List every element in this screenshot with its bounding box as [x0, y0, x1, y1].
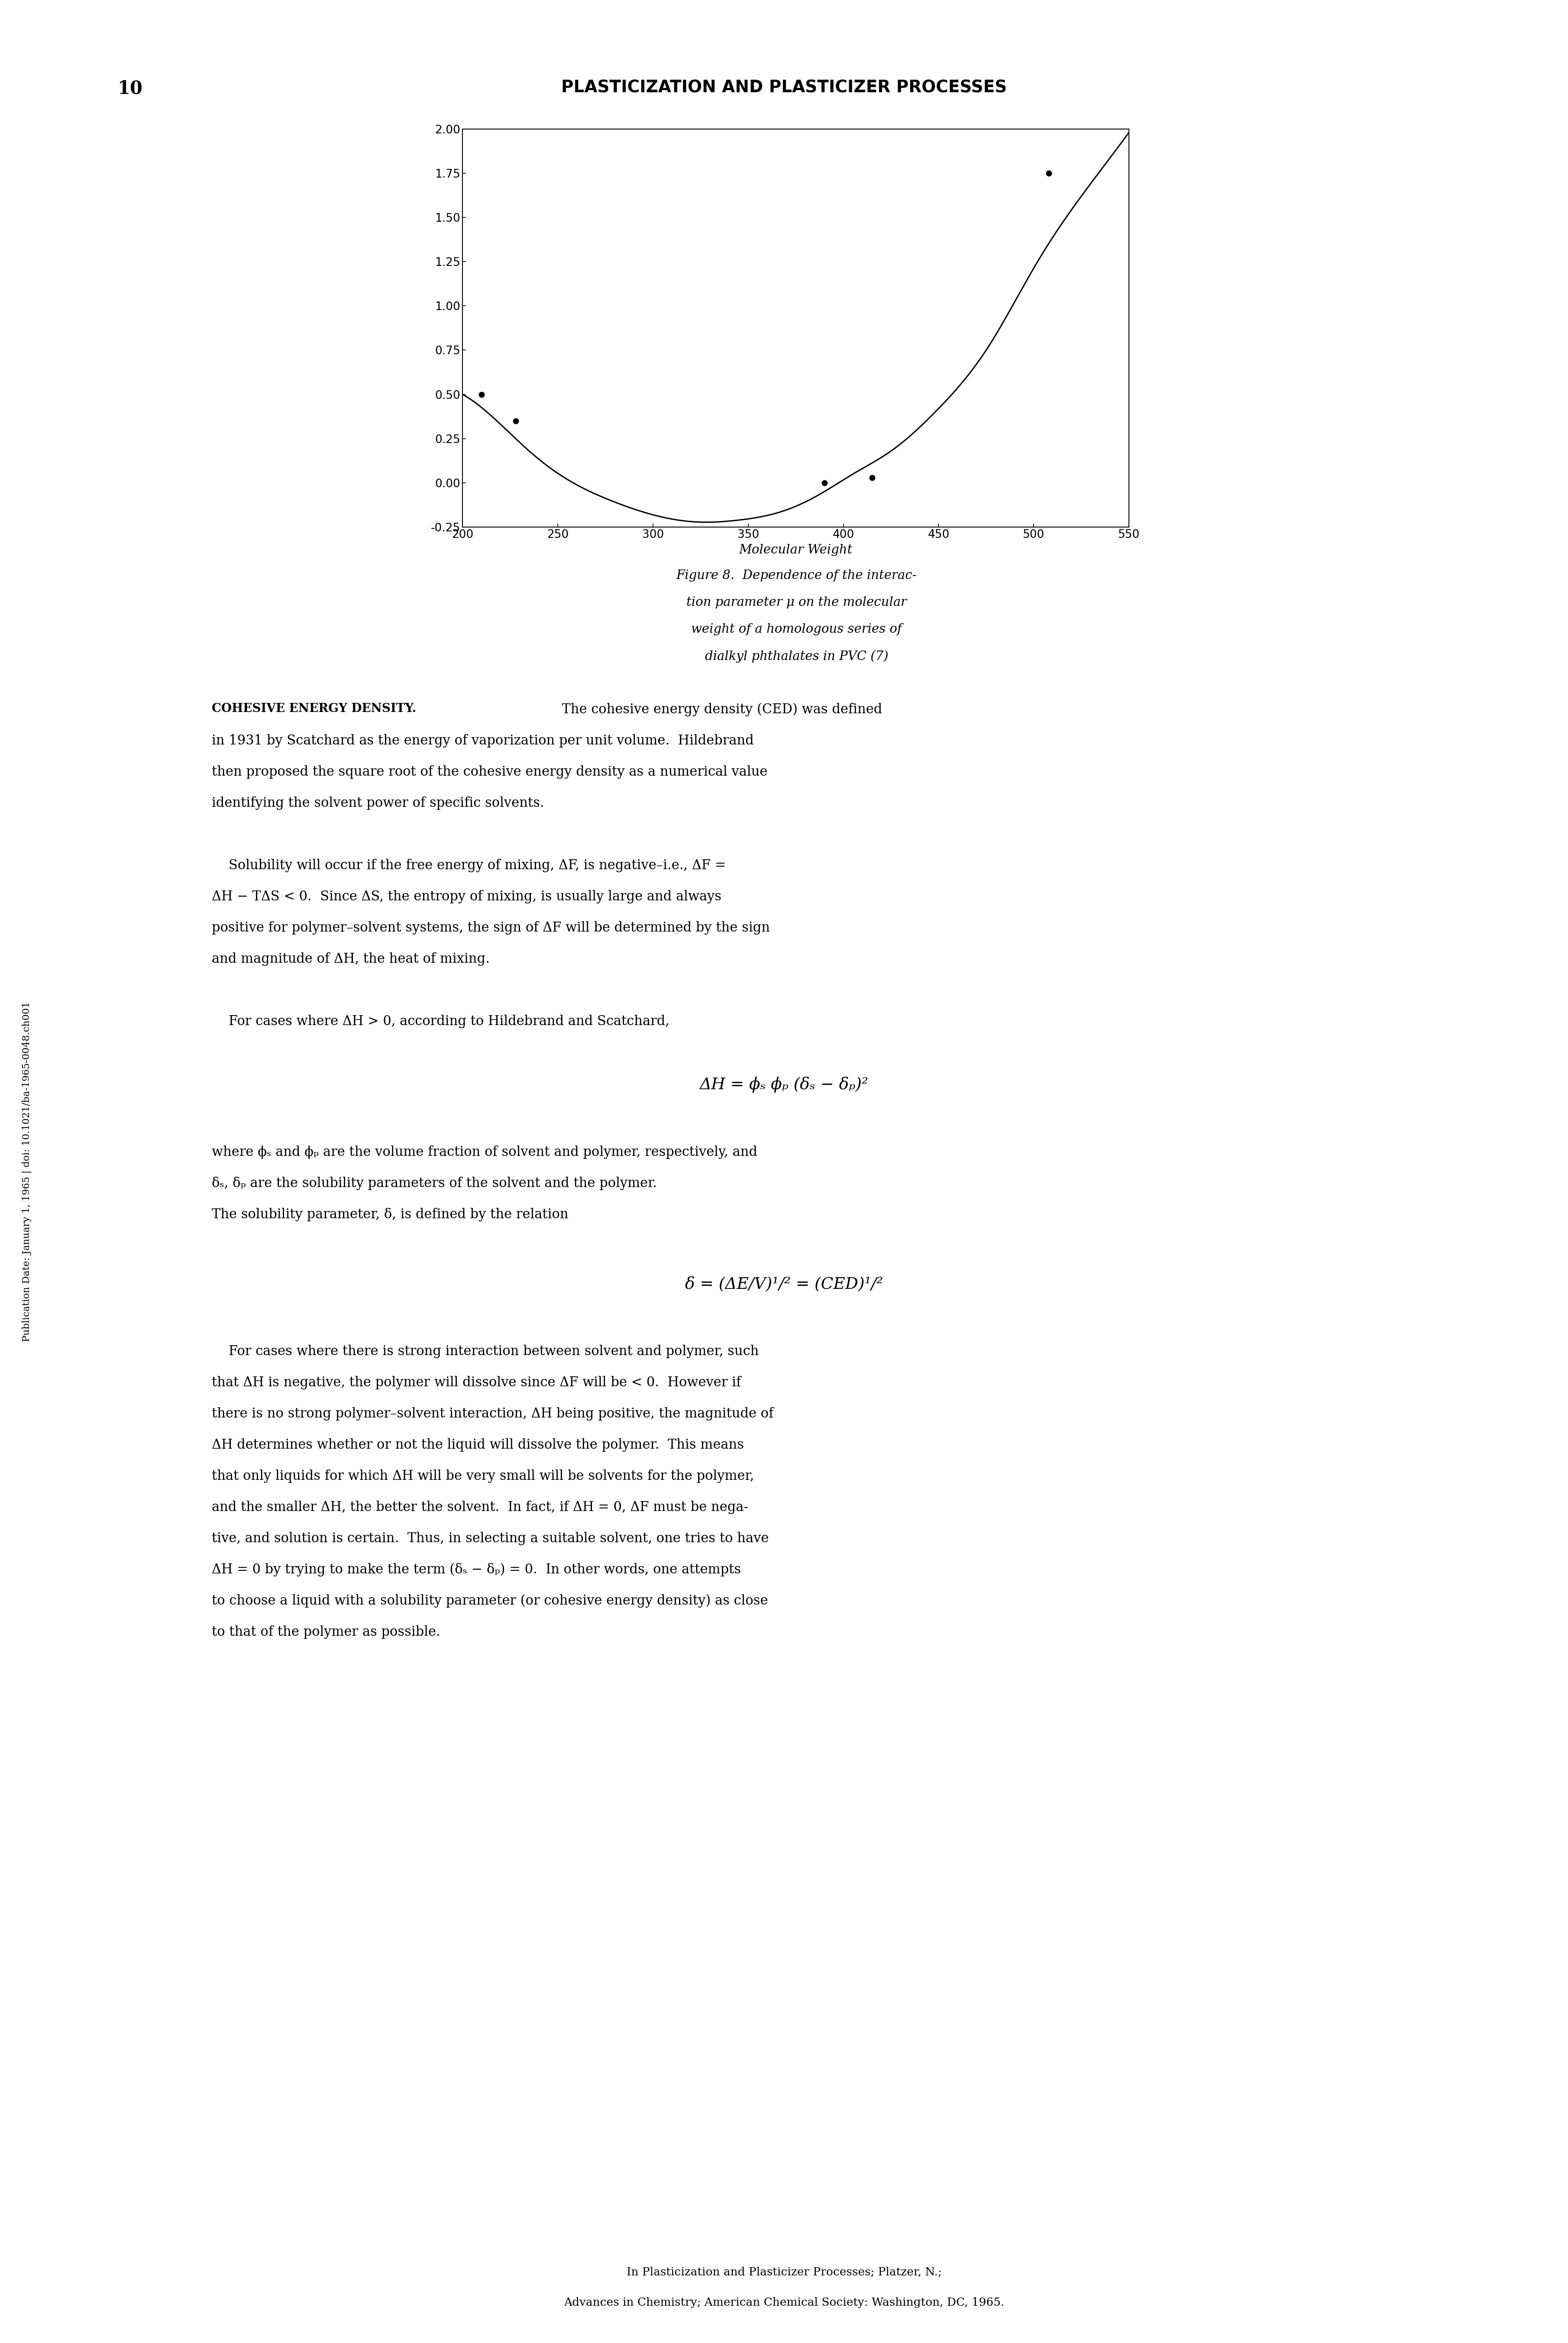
Text: where ϕₛ and ϕₚ are the volume fraction of solvent and polymer, respectively, an: where ϕₛ and ϕₚ are the volume fraction … [212, 1146, 757, 1160]
Text: Advances in Chemistry; American Chemical Society: Washington, DC, 1965.: Advances in Chemistry; American Chemical… [564, 2296, 1004, 2308]
Text: and the smaller ΔH, the better the solvent.  In fact, if ΔH = 0, ΔF must be nega: and the smaller ΔH, the better the solve… [212, 1500, 748, 1514]
Text: PLASTICIZATION AND PLASTICIZER PROCESSES: PLASTICIZATION AND PLASTICIZER PROCESSES [561, 80, 1007, 96]
Text: identifying the solvent power of specific solvents.: identifying the solvent power of specifi… [212, 797, 544, 811]
Text: and magnitude of ΔH, the heat of mixing.: and magnitude of ΔH, the heat of mixing. [212, 951, 489, 965]
Text: that only liquids for which ΔH will be very small will be solvents for the polym: that only liquids for which ΔH will be v… [212, 1469, 754, 1483]
Text: The cohesive energy density (CED) was defined: The cohesive energy density (CED) was de… [554, 703, 883, 717]
Text: 10: 10 [118, 80, 143, 98]
Text: that ΔH is negative, the polymer will dissolve since ΔF will be < 0.  However if: that ΔH is negative, the polymer will di… [212, 1375, 742, 1389]
Text: dialkyl phthalates in PVC (7): dialkyl phthalates in PVC (7) [706, 649, 887, 663]
Text: δₛ, δₚ are the solubility parameters of the solvent and the polymer.: δₛ, δₚ are the solubility parameters of … [212, 1176, 657, 1190]
Text: positive for polymer–solvent systems, the sign of ΔF will be determined by the s: positive for polymer–solvent systems, th… [212, 921, 770, 935]
Text: Figure 8.  Dependence of the interac-: Figure 8. Dependence of the interac- [676, 569, 917, 581]
Text: then proposed the square root of the cohesive energy density as a numerical valu: then proposed the square root of the coh… [212, 766, 767, 778]
Text: tion parameter μ on the molecular: tion parameter μ on the molecular [687, 595, 906, 609]
Text: ΔH determines whether or not the liquid will dissolve the polymer.  This means: ΔH determines whether or not the liquid … [212, 1439, 743, 1453]
Text: The solubility parameter, δ, is defined by the relation: The solubility parameter, δ, is defined … [212, 1207, 568, 1221]
Text: ΔH = 0 by trying to make the term (δₛ − δₚ) = 0.  In other words, one attempts: ΔH = 0 by trying to make the term (δₛ − … [212, 1563, 742, 1577]
Text: to choose a liquid with a solubility parameter (or cohesive energy density) as c: to choose a liquid with a solubility par… [212, 1593, 768, 1607]
Text: tive, and solution is certain.  Thus, in selecting a suitable solvent, one tries: tive, and solution is certain. Thus, in … [212, 1532, 768, 1546]
Text: in 1931 by Scatchard as the energy of vaporization per unit volume.  Hildebrand: in 1931 by Scatchard as the energy of va… [212, 733, 754, 747]
Text: ΔH − TΔS < 0.  Since ΔS, the entropy of mixing, is usually large and always: ΔH − TΔS < 0. Since ΔS, the entropy of m… [212, 890, 721, 904]
Text: weight of a homologous series of: weight of a homologous series of [691, 623, 902, 635]
Text: For cases where ΔH > 0, according to Hildebrand and Scatchard,: For cases where ΔH > 0, according to Hil… [212, 1015, 670, 1029]
Text: In Plasticization and Plasticizer Processes; Platzer, N.;: In Plasticization and Plasticizer Proces… [627, 2266, 941, 2277]
Text: For cases where there is strong interaction between solvent and polymer, such: For cases where there is strong interact… [212, 1345, 759, 1359]
X-axis label: Molecular Weight: Molecular Weight [739, 544, 853, 555]
Text: to that of the polymer as possible.: to that of the polymer as possible. [212, 1626, 441, 1638]
Text: there is no strong polymer–solvent interaction, ΔH being positive, the magnitude: there is no strong polymer–solvent inter… [212, 1408, 773, 1420]
Text: ΔH = ϕₛ ϕₚ (δₛ − δₚ)²: ΔH = ϕₛ ϕₚ (δₛ − δₚ)² [699, 1078, 869, 1092]
Text: Publication Date: January 1, 1965 | doi: 10.1021/ba-1965-0048.ch001: Publication Date: January 1, 1965 | doi:… [22, 1000, 31, 1343]
Text: δ = (ΔE/V)¹/² = (CED)¹/²: δ = (ΔE/V)¹/² = (CED)¹/² [685, 1277, 883, 1291]
Text: COHESIVE ENERGY DENSITY.: COHESIVE ENERGY DENSITY. [212, 703, 416, 715]
Text: Solubility will occur if the free energy of mixing, ΔF, is negative–i.e., ΔF =: Solubility will occur if the free energy… [212, 860, 726, 872]
